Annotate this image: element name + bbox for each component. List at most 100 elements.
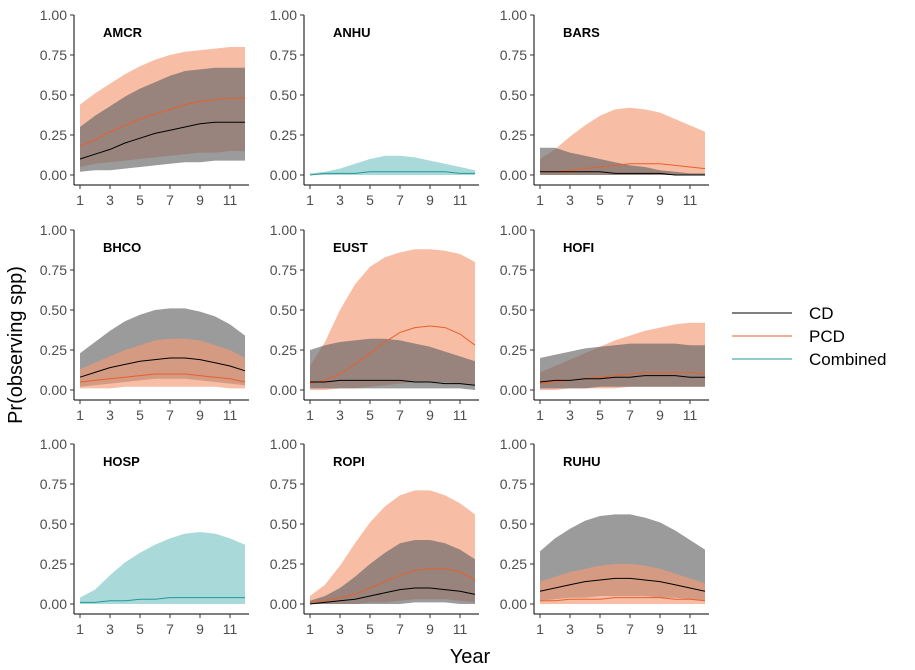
y-tick-label: 0.25 (40, 342, 67, 358)
y-tick-label: 0.75 (500, 476, 527, 492)
line-cd (540, 171, 705, 176)
x-tick-label: 3 (106, 621, 114, 637)
x-tick-label: 5 (596, 192, 604, 208)
y-tick-label: 0.00 (500, 382, 527, 398)
x-tick-label: 3 (336, 192, 344, 208)
ribbon-cd (310, 540, 475, 604)
x-tick-label: 5 (366, 192, 374, 208)
panel-title: HOFI (563, 240, 594, 255)
panel-ropi: 0.00 0.25 0.50 0.75 1.00 1 3 5 7 9 11 ROPI (270, 436, 479, 637)
x-tick-label: 7 (626, 621, 634, 637)
line-pcd (540, 163, 706, 173)
legend-label-combined: Combined (809, 350, 887, 369)
x-tick-label: 7 (166, 407, 174, 423)
panel-bars: 0.00 0.25 0.50 0.75 1.00 1 3 5 7 9 11 BARS (500, 7, 709, 208)
y-tick-label: 0.50 (40, 302, 67, 318)
line-combined (309, 171, 475, 176)
y-tick-label: 0.50 (500, 87, 527, 103)
panel-title: RUHU (563, 454, 601, 469)
y-tick-label: 0.75 (500, 262, 527, 278)
y-tick-label: 0.00 (270, 167, 297, 183)
x-tick-label: 1 (306, 192, 314, 208)
x-tick-label: 5 (136, 621, 144, 637)
x-tick-label: 9 (656, 621, 664, 637)
y-tick-label: 0.25 (270, 127, 297, 143)
x-tick-label: 7 (396, 407, 404, 423)
panel-title: BHCO (103, 240, 141, 255)
ribbon-combined (80, 532, 245, 604)
y-tick-label: 0.50 (40, 87, 67, 103)
x-tick-label: 11 (683, 621, 698, 637)
y-tick-label: 0.75 (500, 47, 527, 63)
panels-group: 0.000.250.500.751.001 3 5 7 9 11AMCR0.000.250… (40, 7, 709, 637)
y-tick-label: 0.00 (270, 382, 297, 398)
y-tick-label: 1.00 (500, 436, 527, 452)
y-tick-label: 1.00 (500, 222, 527, 238)
x-tick-label: 1 (76, 407, 84, 423)
panel-eust: 0.00 0.25 0.50 0.75 1.00 1 3 5 7 9 11 EUST (270, 222, 479, 423)
ribbon-cd (80, 67, 245, 172)
legend-label-cd: CD (809, 304, 834, 323)
y-tick-label: 0.50 (270, 302, 297, 318)
line-cd (79, 357, 246, 378)
y-tick-label: 0.00 (40, 596, 67, 612)
y-tick-label: 0.00 (500, 167, 527, 183)
y-tick-label: 0.50 (500, 302, 527, 318)
panel-title: ANHU (333, 25, 371, 40)
x-tick-label: 3 (106, 192, 114, 208)
x-tick-label: 11 (453, 407, 468, 423)
y-tick-label: 0.25 (500, 556, 527, 572)
x-tick-label: 3 (106, 407, 114, 423)
x-tick-label: 7 (166, 192, 174, 208)
x-tick-label: 11 (223, 407, 238, 423)
x-tick-label: 7 (396, 192, 404, 208)
line-pcd (309, 568, 476, 603)
y-tick-label: 0.25 (40, 556, 67, 572)
y-tick-label: 0.50 (270, 516, 297, 532)
panel-title: BARS (563, 25, 600, 40)
x-tick-label: 9 (426, 407, 434, 423)
y-tick-label: 0.25 (500, 127, 527, 143)
legend-label-pcd: PCD (809, 327, 845, 346)
y-tick-label: 1.00 (270, 222, 297, 238)
y-tick-label: 0.25 (270, 342, 297, 358)
y-tick-label: 0.00 (270, 596, 297, 612)
x-tick-label: 9 (426, 621, 434, 637)
y-tick-label: 0.50 (40, 516, 67, 532)
x-axis-label: Year (450, 646, 491, 668)
x-tick-label: 9 (656, 192, 664, 208)
panel-hosp: 0.00 0.25 0.50 0.75 1.00 1 3 5 7 9 11 HOSP (40, 436, 249, 637)
x-tick-label: 5 (596, 407, 604, 423)
x-tick-label: 11 (223, 192, 238, 208)
x-tick-label: 11 (453, 192, 468, 208)
x-tick-label: 1 (536, 407, 544, 423)
y-tick-label: 1.00 (270, 436, 297, 452)
ribbon-cd (310, 338, 475, 390)
panel-amcr: 0.00 0.25 0.50 0.75 1.00 1 3 5 7 9 11 AMCR (40, 7, 249, 208)
panel-title: AMCR (103, 25, 143, 40)
y-axis-label: Pr(observing spp) (5, 266, 27, 424)
y-tick-label: 1.00 (40, 222, 67, 238)
line-cd (79, 121, 245, 160)
x-tick-label: 7 (626, 192, 634, 208)
y-tick-label: 0.75 (40, 262, 67, 278)
y-tick-label: 0.00 (40, 382, 67, 398)
panel-title: EUST (333, 240, 368, 255)
x-tick-label: 7 (166, 621, 174, 637)
panel-bhco: 0.00 0.25 0.50 0.75 1.00 1 3 5 7 9 11 BHCO (40, 222, 249, 423)
x-tick-label: 5 (366, 407, 374, 423)
ribbon-cd (540, 343, 705, 389)
y-tick-label: 0.25 (40, 127, 67, 143)
x-tick-label: 9 (426, 192, 434, 208)
x-tick-label: 11 (683, 407, 698, 423)
x-tick-label: 5 (136, 407, 144, 423)
x-tick-label: 1 (536, 192, 544, 208)
y-tick-label: 0.75 (270, 262, 297, 278)
x-tick-label: 3 (336, 621, 344, 637)
y-tick-label: 1.00 (40, 7, 67, 23)
x-tick-label: 1 (306, 621, 314, 637)
x-tick-label: 1 (76, 192, 84, 208)
ribbon-combined (310, 155, 475, 175)
y-tick-label: 1.00 (500, 7, 527, 23)
